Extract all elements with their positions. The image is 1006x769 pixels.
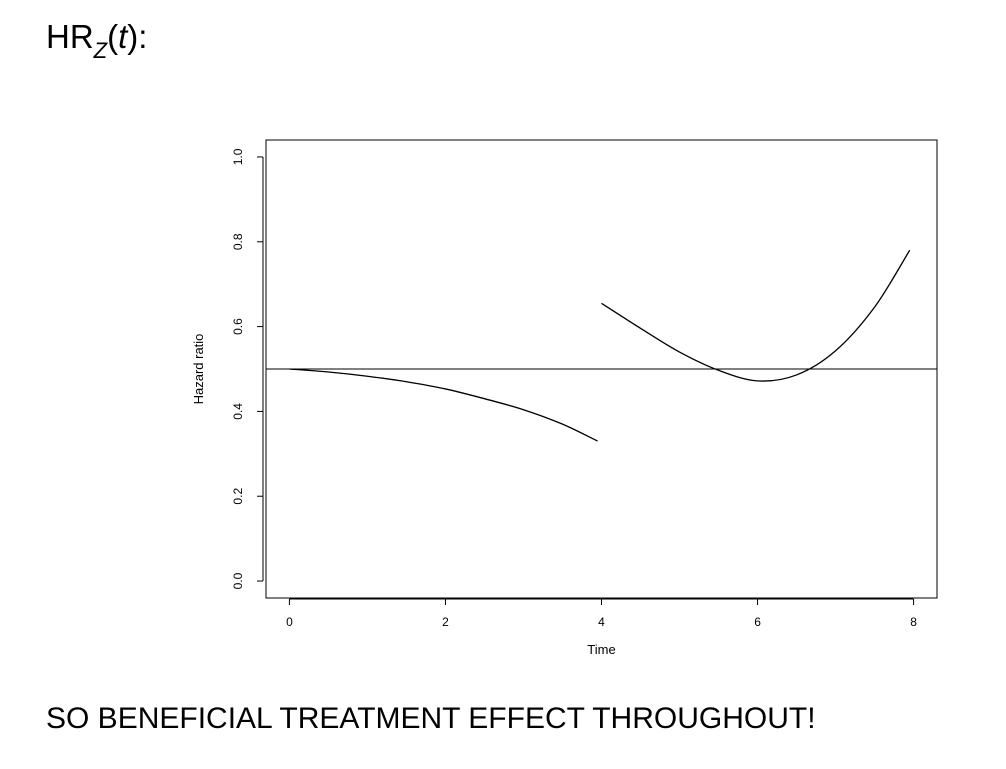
series-group — [289, 249, 911, 442]
y-tick-label: 1.0 — [231, 148, 245, 165]
title-variable: t — [118, 18, 128, 55]
y-tick-label: 0.6 — [231, 318, 245, 335]
y-tick-label: 0.2 — [231, 488, 245, 505]
series-line-2 — [601, 249, 911, 382]
title-paren-close: ): — [127, 18, 148, 55]
conclusion-text: SO BENEFICIAL TREATMENT EFFECT THROUGHOU… — [46, 702, 816, 735]
x-tick-label: 6 — [754, 615, 761, 629]
x-tick-label: 0 — [286, 615, 293, 629]
title-main: HR — [46, 18, 94, 55]
title-paren-open: ( — [107, 18, 119, 55]
x-tick-label: 4 — [598, 615, 605, 629]
axes: 0 2 4 6 8 0.0 0.2 0.4 0.6 0.8 1.0 — [231, 148, 917, 629]
series-line-1 — [289, 368, 598, 442]
y-tick-label: 0.8 — [231, 233, 245, 250]
x-tick-label: 8 — [910, 615, 917, 629]
slide-title: HRZ(t): — [46, 18, 148, 63]
y-tick-label: 0.0 — [231, 572, 245, 589]
x-tick-label: 2 — [442, 615, 449, 629]
y-axis-label: Hazard ratio — [191, 334, 206, 405]
title-subscript: Z — [93, 38, 108, 63]
y-tick-label: 0.4 — [231, 403, 245, 420]
x-axis-label: Time — [587, 642, 615, 657]
